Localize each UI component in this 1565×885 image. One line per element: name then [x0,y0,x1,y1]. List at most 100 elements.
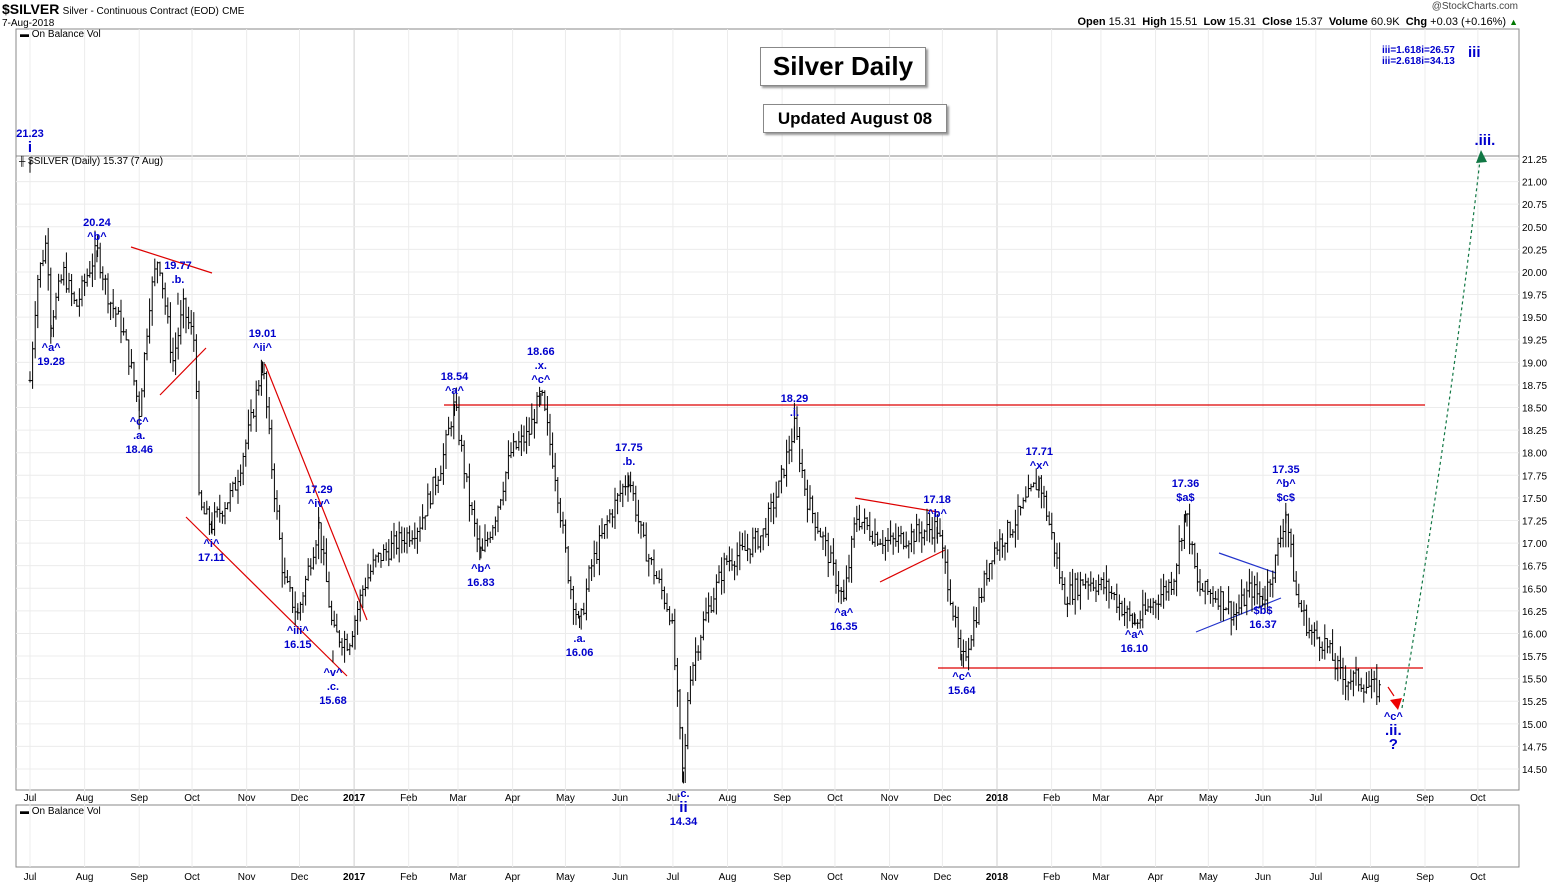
close-label: Close [1262,16,1293,28]
volume-value: 60.9K [1370,16,1400,28]
y-tick-label: 19.00 [1522,358,1547,369]
wave-label: ^c^ .a. 18.46 [119,415,159,457]
x-tick-label-bottom: May [1199,872,1218,883]
wave-label-text: .a. [573,633,586,646]
x-tick-label: Apr [1148,793,1164,804]
obv-icon: ▬ [20,29,29,39]
wave-label: 19.01 ^ii^ [243,327,283,355]
x-tick-label: Nov [238,793,256,804]
wave-label-text: $b$ [1253,605,1273,617]
high-label: High [1142,16,1167,28]
x-tick-label: 2017 [343,793,366,804]
wave-label-text: 19.01 [248,328,277,341]
x-tick-label: Aug [76,793,94,804]
y-tick-label: 16.50 [1522,584,1547,595]
wave-label: .iii. [1465,133,1505,148]
wave-label-text: 15.64 [948,684,976,697]
x-tick-label: Oct [1470,793,1486,804]
wave-label-text: .ii. [1384,721,1402,739]
wave-label: .a. 16.06 [560,632,600,660]
wave-label: ^a^ 16.10 [1114,628,1154,656]
target-line-1: iii=1.618i=26.57 [1382,45,1455,56]
wave-label-text: ^i^ [203,538,220,551]
wave-label-text: ^iv^ [307,497,330,510]
x-axis-ticks-main: Jul Aug Sep Oct Nov Dec 2017 Feb Mar Apr May Jun Jul… [24,793,1486,804]
y-tick-label: 18.50 [1522,404,1547,415]
wave-label: ^i^ 17.11 [191,537,231,565]
wave-label: 19.77 .b. [158,259,198,287]
wave-label: 17.36 $a$ [1165,477,1205,505]
x-tick-label-bottom: Dec [933,872,951,883]
symbol: $SILVER [2,1,60,17]
x-tick-label-bottom: Feb [400,872,418,883]
x-tick-label: Nov [881,793,899,804]
wave-label: 17.18 ^b^ [917,493,957,521]
x-tick-label: Jul [24,793,37,804]
wave-label: 17.71 ^x^ [1019,445,1059,473]
copyright: @StockCharts.com [1431,1,1518,12]
x-tick-label-bottom: Jun [1255,872,1271,883]
x-tick-label-bottom: Aug [719,872,737,883]
wave-label-text: 20.24 [83,217,111,230]
y-tick-label: 21.00 [1522,178,1547,189]
trendline-b-top [130,246,213,274]
wave-label-text: 19.77 [164,259,192,272]
close-value: 15.37 [1295,16,1323,28]
x-tick-label: Jul [1309,793,1322,804]
wave-label: $b$ 16.37 [1243,604,1283,632]
chart-date: 7-Aug-2018 [2,18,55,29]
wave-label-text: ? [1388,735,1398,753]
y-tick-label: 17.00 [1522,539,1547,550]
targets-tag: iii [1468,44,1481,61]
bottom-indicator-text: On Balance Vol [31,806,101,817]
y-tick-label: 17.25 [1522,516,1547,527]
y-tick-label: 16.00 [1522,629,1547,640]
x-tick-label: Feb [400,793,418,804]
wave-label-text: ^a^ [445,384,464,397]
x-tick-label: Jun [1255,793,1271,804]
up-arrow-icon: ▲ [1509,17,1518,27]
x-tick-label-bottom: Apr [505,872,521,883]
targets-box: iii=1.618i=26.57 iii=2.618i=34.13 [1382,45,1455,67]
blue-triangle-top [1218,552,1277,574]
wave-label: 17.29 ^iv^ [299,483,339,511]
open-label: Open [1077,16,1106,28]
wave-label: 18.54 ^a^ [434,370,474,398]
wave-label: ^v^ .c. 15.68 [313,666,353,708]
wave-label-text: .a. [133,430,146,443]
x-tick-label: Aug [1362,793,1380,804]
high-value: 15.51 [1169,16,1198,28]
x-tick-label-bottom: Nov [238,872,256,883]
low-label: Low [1203,16,1226,28]
x-tick-label: Sep [773,793,791,804]
y-tick-label: 20.00 [1522,268,1547,279]
wave-label-text: 18.66 [527,346,555,359]
trendline-c-lower [185,516,348,677]
y-tick-label: 19.50 [1522,313,1547,324]
trendline-c-upper [264,363,368,621]
wave-label-text: .i. [789,407,800,420]
wave-label-text: ^a^ [1124,629,1144,642]
y-tick-label: 19.75 [1522,291,1547,302]
y-tick-label: 18.00 [1522,449,1547,460]
wave-label-text: 18.29 [780,393,809,406]
wave-label-text: ^c^ [952,670,972,683]
x-tick-label: May [556,793,575,804]
wave-label-text: 16.06 [565,647,594,660]
wave-label-text: .c. [326,681,340,694]
x-tick-label: Sep [1416,793,1434,804]
x-tick-label-bottom: 2018 [986,872,1009,883]
wave-label-text: ^c^ [129,416,149,429]
y-tick-label: 15.75 [1522,652,1547,663]
arrow-tick [1387,686,1395,697]
wave-label-text: 16.35 [829,620,858,633]
y-tick-label: 20.50 [1522,223,1547,234]
wave-label-text: 19.28 [37,356,65,369]
open-value: 15.31 [1108,16,1137,28]
x-tick-label-bottom: Sep [773,872,791,883]
y-tick-label: 15.25 [1522,697,1547,708]
ohlc-summary: Open 15.31 High 15.51 Low 15.31 Close 15… [1077,16,1518,28]
y-tick-label: 16.25 [1522,607,1547,618]
ohlc-icon: ╫ [19,156,26,166]
